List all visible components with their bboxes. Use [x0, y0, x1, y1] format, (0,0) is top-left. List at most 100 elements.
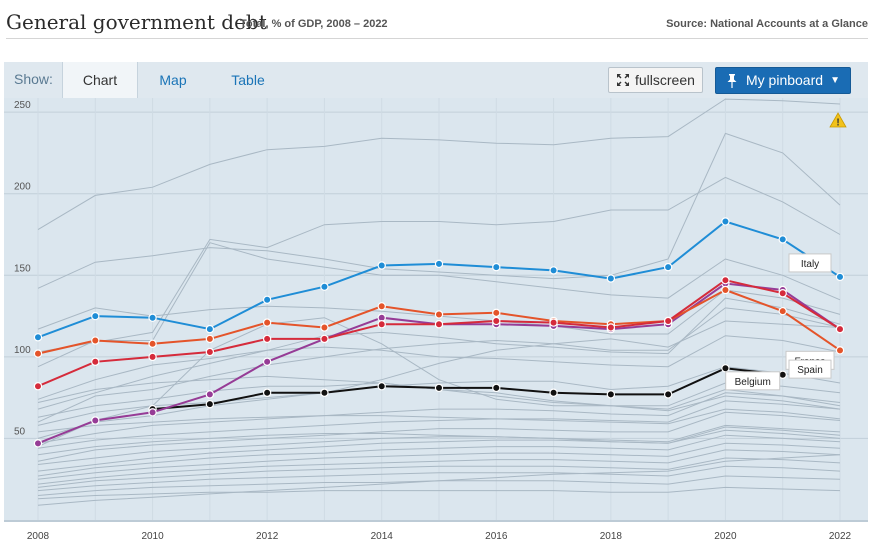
background-series-line-1	[37, 132, 841, 289]
background-series-line-13	[37, 392, 841, 444]
spain-label-box	[788, 359, 832, 379]
italy-point	[205, 324, 215, 334]
portugal-point	[205, 390, 215, 399]
portugal-point	[91, 416, 100, 425]
spain-point	[91, 357, 100, 366]
background-series-line-12	[37, 366, 841, 426]
y-tick-label: 150	[14, 263, 31, 274]
tab-table[interactable]: Table	[231, 72, 265, 88]
background-series-line-14	[37, 400, 841, 449]
background-series-line-16	[37, 424, 841, 465]
belgium-point	[320, 388, 329, 397]
background-series-line-5	[37, 335, 841, 400]
italy-point	[91, 311, 100, 321]
spain-point	[377, 320, 386, 329]
france-point	[320, 323, 329, 332]
france-point	[91, 336, 100, 345]
italy-point	[377, 261, 386, 270]
warning-icon	[829, 112, 847, 128]
source-note: Source: National Accounts at a Glance	[666, 18, 868, 30]
background-series-line-19	[37, 442, 841, 480]
italy-point	[148, 313, 157, 322]
belgium-point	[262, 388, 272, 397]
france-point	[262, 318, 272, 327]
x-axis-band	[4, 522, 868, 552]
fullscreen-label: fullscreen	[635, 72, 695, 88]
france-point	[148, 339, 157, 349]
france-point	[721, 285, 730, 295]
italy-point	[434, 259, 444, 269]
italy-point	[492, 262, 501, 272]
background-series-line-7	[37, 297, 841, 410]
portugal-point	[148, 408, 157, 417]
spain-point	[148, 352, 157, 362]
x-tick-label: 2016	[485, 531, 508, 542]
x-tick-label: 2018	[600, 531, 623, 542]
chart-area: 50 100 150 200 250 2008 2010 2012 2014 2016 2018 20…	[4, 98, 868, 552]
view-toolbar: Show: Chart Map Table fullscreen My pinb…	[4, 62, 868, 98]
italy-point	[549, 266, 558, 275]
x-tick-label: 2008	[27, 531, 50, 542]
background-series-line-22	[37, 465, 841, 492]
italy-point	[33, 333, 43, 342]
spain-point	[33, 382, 43, 391]
background-series-line-18	[37, 434, 841, 477]
france-point	[434, 310, 444, 319]
pinboard-button[interactable]: My pinboard ▼	[715, 67, 851, 94]
spain-series-label: Spain	[797, 365, 823, 376]
fullscreen-icon	[617, 74, 629, 86]
fullscreen-button[interactable]: fullscreen	[608, 67, 703, 93]
background-series-line-21	[37, 457, 841, 488]
y-tick-label: 100	[14, 345, 31, 356]
france-point	[33, 349, 43, 358]
italy-point	[721, 217, 730, 226]
italy-label-box	[788, 253, 832, 273]
x-tick-label: 2012	[256, 531, 279, 542]
warning-icon-mark: !	[836, 118, 839, 129]
portugal-point	[262, 357, 272, 366]
background-series-line-20	[37, 449, 841, 485]
spain-point	[434, 320, 444, 329]
belgium-point	[549, 388, 558, 397]
caret-down-icon: ▼	[830, 75, 840, 86]
france-point	[492, 308, 501, 318]
show-label: Show:	[14, 71, 53, 87]
spain-point	[835, 324, 845, 334]
y-tick-label: 250	[14, 100, 31, 111]
background-series-line-0	[37, 98, 841, 231]
spain-point	[320, 334, 329, 344]
background-series-line-15	[37, 411, 841, 462]
title-row: General government debt Total, % of GDP,…	[6, 8, 868, 39]
belgium-point	[434, 383, 444, 393]
background-series-line-25	[37, 429, 841, 456]
spain-point	[492, 316, 501, 326]
france-point	[377, 302, 386, 311]
tab-chart[interactable]: Chart	[62, 62, 138, 98]
belgium-series-line	[152, 367, 783, 411]
italy-series-label: Italy	[801, 259, 819, 270]
background-series-line-17	[37, 426, 841, 472]
x-tick-label: 2020	[714, 531, 737, 542]
pin-icon	[727, 74, 737, 88]
belgium-point	[492, 383, 501, 393]
x-tick-label: 2010	[141, 531, 164, 542]
france-point	[778, 306, 787, 316]
tab-map[interactable]: Map	[159, 72, 187, 88]
y-tick-label: 200	[14, 182, 31, 193]
debt-line-chart: 50 100 150 200 250 2008 2010 2012 2014 2016 2018 20…	[4, 98, 868, 552]
chart-subtitle: Total, % of GDP, 2008 – 2022	[240, 18, 388, 30]
background-series-line-11	[37, 317, 841, 448]
france-point	[835, 346, 845, 355]
spain-point	[549, 318, 558, 327]
background-series-line-3	[37, 176, 841, 353]
background-series-line-26	[37, 408, 841, 433]
background-series-line-8	[37, 307, 841, 423]
background-series-line-27	[37, 454, 841, 506]
background-series-line-24	[37, 486, 841, 500]
belgium-series-label: Belgium	[735, 377, 771, 388]
background-series-line-10	[37, 320, 841, 439]
italy-point	[778, 235, 787, 244]
spain-point	[205, 347, 215, 357]
italy-point	[663, 262, 673, 272]
italy-point	[262, 295, 272, 304]
